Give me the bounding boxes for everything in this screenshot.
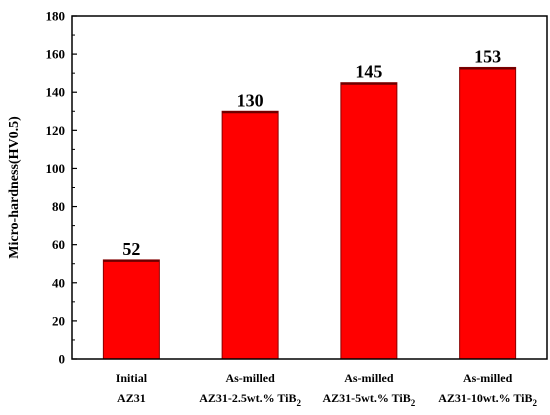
- bars-group: [102, 66, 517, 360]
- y-axis-title: Micro-hardness(HV0.5): [7, 116, 22, 259]
- y-tick-label: 180: [46, 9, 66, 24]
- x-category-label-line2: AZ31-2.5wt.% TiB2: [199, 391, 301, 408]
- bar-value-label: 145: [355, 62, 382, 82]
- y-ticks-group: 0 20 40 60 80 100 120 140 160 180: [46, 9, 77, 367]
- x-category-label-line1: Initial: [116, 371, 148, 385]
- bar: [102, 259, 160, 360]
- x-category-label-line2: AZ31: [117, 391, 146, 405]
- x-categories-group: Initial AZ31 As-milled AZ31-2.5wt.% TiB2 As-…: [116, 371, 538, 408]
- x-category-label-line1: As-milled: [463, 371, 513, 385]
- value-labels-group: 52 130 145 153: [122, 46, 501, 258]
- y-tick-label: 120: [46, 123, 66, 138]
- x-category-label-line1: As-milled: [344, 371, 394, 385]
- bar-value-label: 130: [237, 90, 264, 110]
- bar: [459, 66, 517, 360]
- bar: [221, 110, 279, 360]
- y-tick-label: 0: [59, 352, 66, 367]
- y-tick-label: 20: [52, 313, 65, 328]
- y-tick-label: 100: [46, 161, 66, 176]
- bar-value-label: 153: [474, 46, 501, 66]
- x-category-label-line2: AZ31-5wt.% TiB2: [323, 391, 416, 408]
- x-category-label-line2: AZ31-10wt.% TiB2: [438, 391, 537, 408]
- y-tick-label: 80: [52, 199, 65, 214]
- bar: [340, 82, 398, 360]
- y-tick-label: 40: [52, 275, 65, 290]
- x-category-label-line1: As-milled: [225, 371, 275, 385]
- y-tick-label: 140: [46, 85, 66, 100]
- y-tick-label: 60: [52, 237, 65, 252]
- y-tick-label: 160: [46, 47, 66, 62]
- bar-value-label: 52: [122, 239, 140, 259]
